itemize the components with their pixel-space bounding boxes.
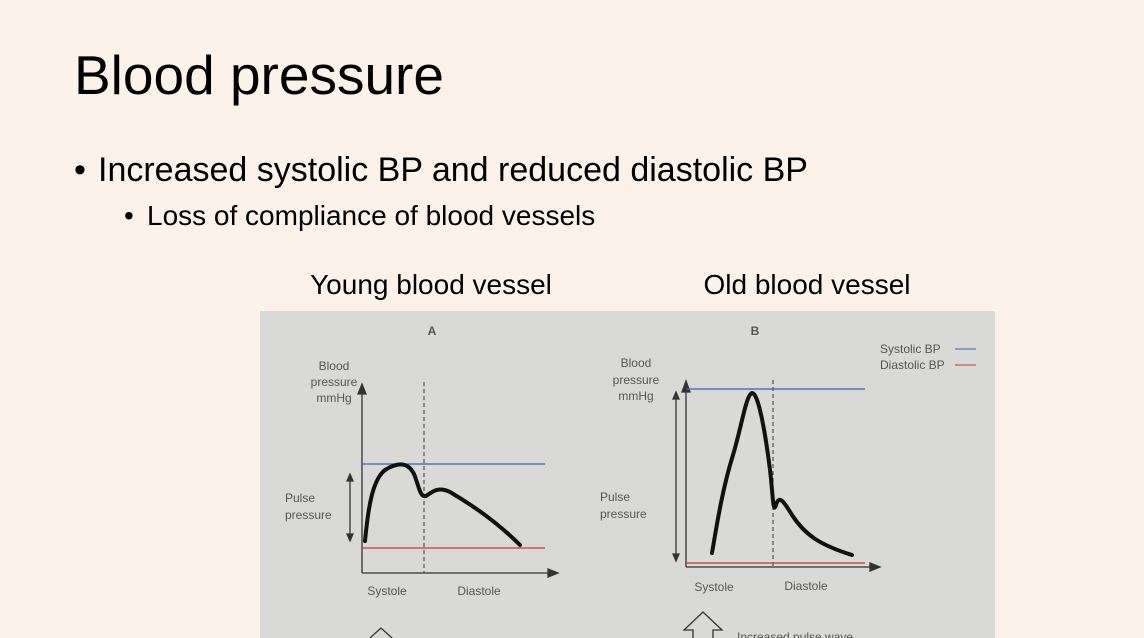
axis-label: Blood (621, 356, 652, 370)
caption: Old blood vessel (703, 269, 910, 300)
sub-bullet: Loss of compliance of blood vessels (147, 200, 595, 231)
x-label: Systole (694, 580, 734, 594)
bullet-dot: • (124, 200, 134, 231)
pulse-label: Pulse (285, 491, 315, 505)
axis-label: pressure (311, 375, 358, 389)
axis-label: mmHg (618, 389, 653, 403)
pulse-label: pressure (285, 508, 332, 522)
slide-title: Blood pressure (74, 44, 444, 106)
legend-label: Systolic BP (880, 342, 941, 356)
x-label: Diastole (457, 584, 501, 598)
axis-label: Blood (319, 359, 350, 373)
caption: Young blood vessel (310, 269, 552, 300)
bullet-dot: • (74, 151, 86, 189)
panel-label: A (428, 324, 437, 338)
axis-label: mmHg (316, 391, 351, 405)
axis-label: pressure (613, 373, 660, 387)
x-label: Systole (367, 584, 407, 598)
pressure-curve (363, 462, 522, 547)
figure-photo: A Blood pressure mmHg Pulse pressure Sys… (260, 311, 995, 638)
pulse-label: pressure (600, 507, 647, 521)
axes (346, 382, 560, 578)
bullet: Increased systolic BP and reduced diasto… (98, 151, 808, 189)
axes (672, 379, 882, 572)
x-label: Diastole (784, 579, 828, 593)
pulse-label: Pulse (600, 490, 630, 504)
legend-label: Diastolic BP (880, 358, 945, 372)
note: Increased pulse wave (737, 630, 853, 638)
hollow-arrow (369, 627, 393, 638)
panel-label: B (751, 324, 760, 338)
hollow-arrow (682, 611, 724, 638)
pressure-curve (710, 391, 854, 557)
